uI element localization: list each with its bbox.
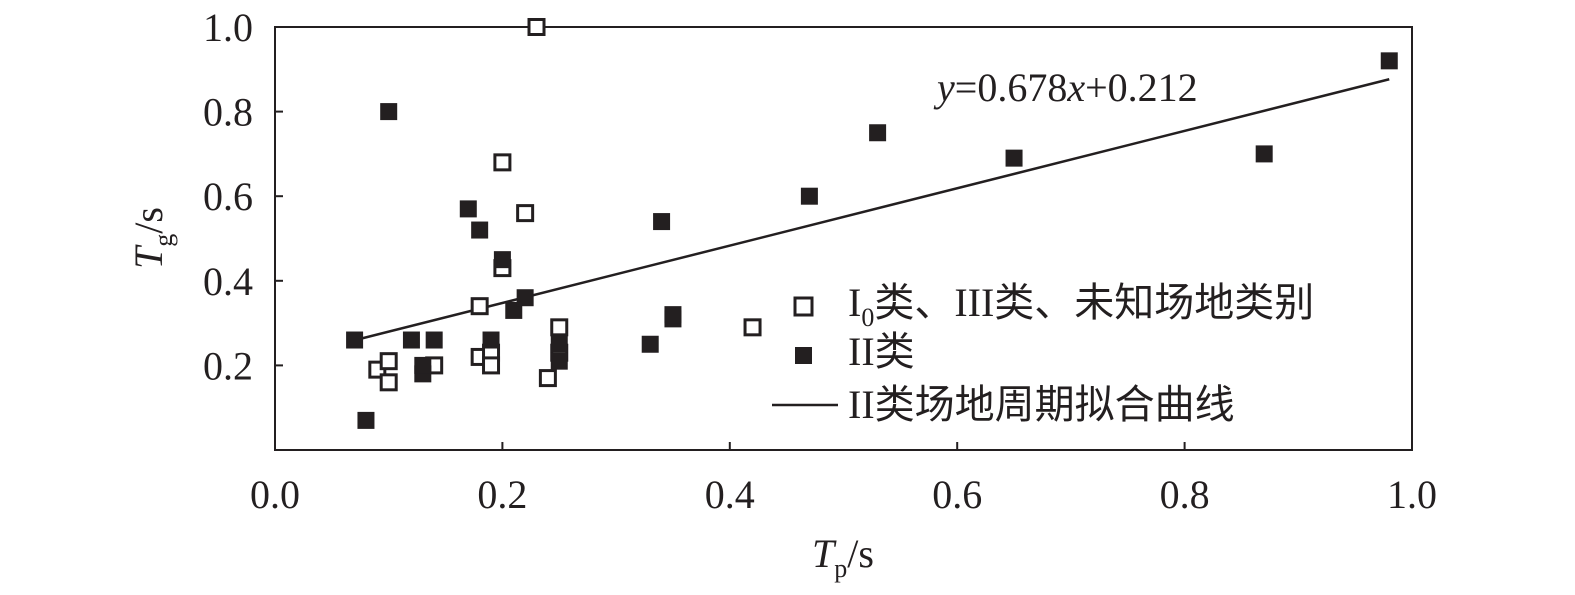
tick-marks [274,26,1413,450]
x-tick-label: 0.6 [932,472,982,517]
point-open-square [538,369,557,388]
data-points [346,18,1398,429]
y-tick-label: 0.6 [203,174,253,219]
y-axis-title: Tg/s [126,207,178,269]
legend-marker-filled-square [795,347,812,364]
point-open-square [527,18,546,36]
legend-label-open-square: I0类、III类、未知场地类别 [848,280,1314,332]
x-tick-label: 0.8 [1160,472,1210,517]
point-open-square [482,356,501,375]
legend-label-filled-square: II类 [848,329,915,374]
point-filled-square [800,187,818,205]
point-filled-square [459,200,477,218]
legend-marker-open-square [793,296,814,317]
x-tick-label: 0.2 [477,472,527,517]
point-filled-square [1380,52,1398,70]
point-filled-square [869,124,887,142]
point-filled-square [493,251,511,269]
point-open-square [516,204,535,223]
plot-frame [274,26,1413,451]
legend: I0类、III类、未知场地类别 II类 II类场地周期拟合曲线 [772,280,1314,427]
y-tick-label: 0.8 [203,90,253,135]
point-filled-square [357,411,375,429]
point-open-square [493,153,512,172]
point-open-square [470,297,489,316]
x-tick-label: 0.0 [250,472,300,517]
point-open-square [743,318,762,337]
point-open-square [379,373,398,392]
point-filled-square [425,331,443,349]
point-filled-square [482,331,500,349]
point-filled-square [402,331,420,349]
point-filled-square [664,306,682,324]
point-filled-square [346,331,364,349]
point-filled-square [380,103,398,121]
x-tick-label: 1.0 [1387,472,1437,517]
point-filled-square [1005,149,1023,167]
point-filled-square [550,335,568,353]
tick-labels: 0.0 0.2 0.4 0.6 0.8 1.0 0.2 0.4 0.6 0.8 1.0 [203,5,1437,517]
fit-equation: y=0.678x+0.212 [933,65,1198,110]
y-tick-label: 1.0 [203,5,253,50]
point-filled-square [550,352,568,370]
point-filled-square [653,213,671,231]
legend-label-fit-line: II类场地周期拟合曲线 [848,382,1235,427]
point-filled-square [414,356,432,374]
point-filled-square [516,289,534,307]
point-filled-square [471,221,489,239]
y-tick-label: 0.2 [203,343,253,388]
x-tick-label: 0.4 [705,472,755,517]
point-open-square [379,352,398,371]
point-open-square [550,318,569,337]
y-tick-label: 0.4 [203,259,253,304]
point-filled-square [641,335,659,353]
point-filled-square [1255,145,1273,163]
x-axis-title: Tp/s [812,531,874,583]
